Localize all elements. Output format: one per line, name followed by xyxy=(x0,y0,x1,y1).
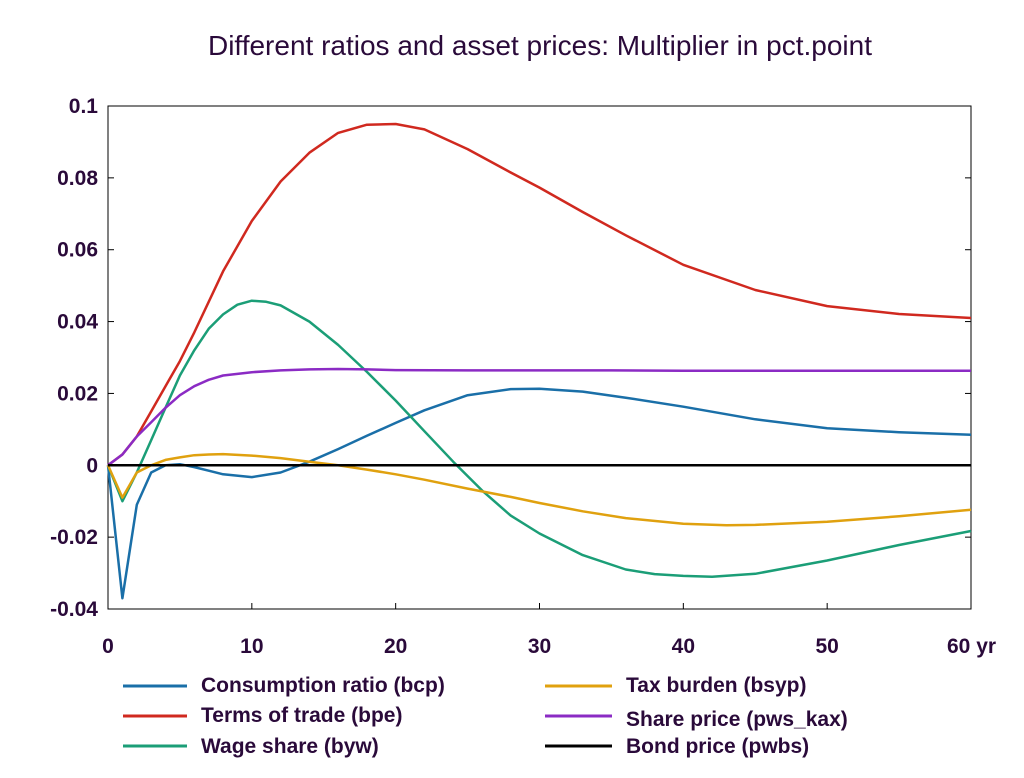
x-axis: 0 10 20 30 40 50 60 yr xyxy=(102,603,996,658)
y-tick-label: 0.1 xyxy=(69,95,99,118)
y-tick-label: 0.08 xyxy=(57,167,98,190)
x-tick-label: 60 yr xyxy=(947,635,996,658)
y-tick-label: 0.04 xyxy=(57,311,98,334)
series-line-consumption-ratio-bcp xyxy=(106,387,972,600)
x-tick-label: 20 xyxy=(384,635,407,658)
y-tick-label: 0.02 xyxy=(57,382,98,405)
x-tick-label: 50 xyxy=(815,635,838,658)
legend-label: Share price (pws_kax) xyxy=(626,708,848,731)
legend: Consumption ratio (bcp) Terms of trade (b… xyxy=(123,674,848,758)
x-tick-label: 0 xyxy=(102,635,114,658)
legend-label: Terms of trade (bpe) xyxy=(201,704,402,727)
y-tick-label: -0.04 xyxy=(50,598,98,621)
series-line-share-price-pws-kax xyxy=(107,367,971,467)
y-tick-label: -0.02 xyxy=(50,526,98,549)
y-tick-label: 0 xyxy=(86,454,98,477)
series-line-tax-burden-bsyp xyxy=(106,452,972,527)
legend-label: Bond price (pwbs) xyxy=(626,735,809,758)
legend-label: Consumption ratio (bcp) xyxy=(201,674,445,697)
legend-label: Wage share (byw) xyxy=(201,735,379,758)
x-tick-label: 30 xyxy=(528,635,551,658)
series-line-terms-of-trade-bpe xyxy=(107,122,972,467)
y-tick-label: 0.06 xyxy=(57,239,98,262)
legend-label: Tax burden (bsyp) xyxy=(626,674,806,697)
series-layer xyxy=(106,122,972,600)
x-tick-label: 10 xyxy=(240,635,263,658)
x-tick-label: 40 xyxy=(672,635,695,658)
chart-title: Different ratios and asset prices: Multi… xyxy=(207,30,872,61)
y-axis: -0.04 -0.02 0 0.02 0.04 0.06 0.08 0.1 xyxy=(50,95,971,621)
series-line-wage-share-byw xyxy=(106,299,972,578)
